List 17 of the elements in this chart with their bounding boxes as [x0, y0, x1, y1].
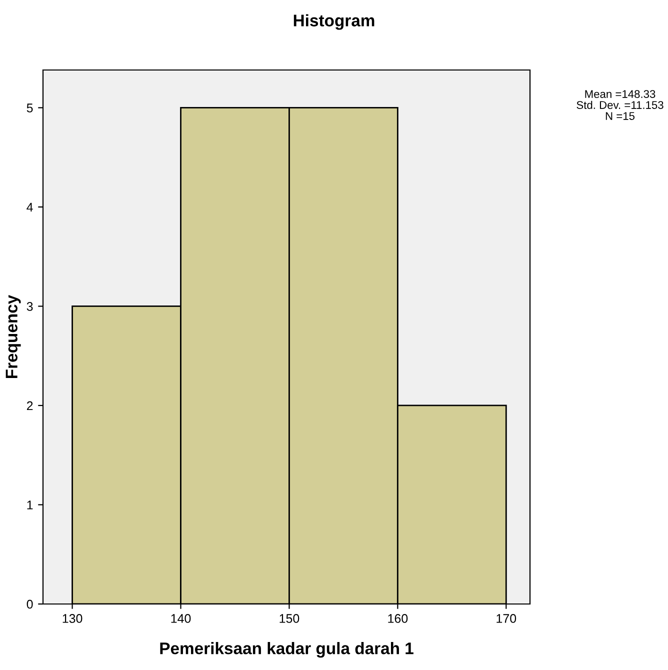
- x-tick-label: 160: [388, 614, 408, 623]
- y-axis-title: Frequency: [6, 294, 21, 378]
- y-tick-label: 2: [26, 401, 33, 410]
- y-tick-label: 0: [26, 600, 33, 609]
- text: Std. Dev. =11.153: [576, 100, 664, 109]
- text: Mean =148.33: [585, 90, 656, 98]
- x-axis-title: Pemeriksaan kadar gula darah 1: [160, 642, 414, 658]
- x-tick-label: 150: [280, 614, 300, 623]
- text: N =15: [606, 112, 635, 120]
- chart-title: Histogram: [294, 14, 374, 30]
- x-tick-label: 140: [171, 614, 191, 623]
- x-tick-label: 130: [62, 614, 82, 623]
- y-tick-label: 4: [26, 202, 33, 212]
- y-tick-label: 1: [27, 500, 33, 510]
- y-tick-label: 5: [26, 104, 33, 112]
- x-tick-label: 170: [496, 614, 516, 623]
- y-tick-label: 3: [26, 302, 33, 311]
